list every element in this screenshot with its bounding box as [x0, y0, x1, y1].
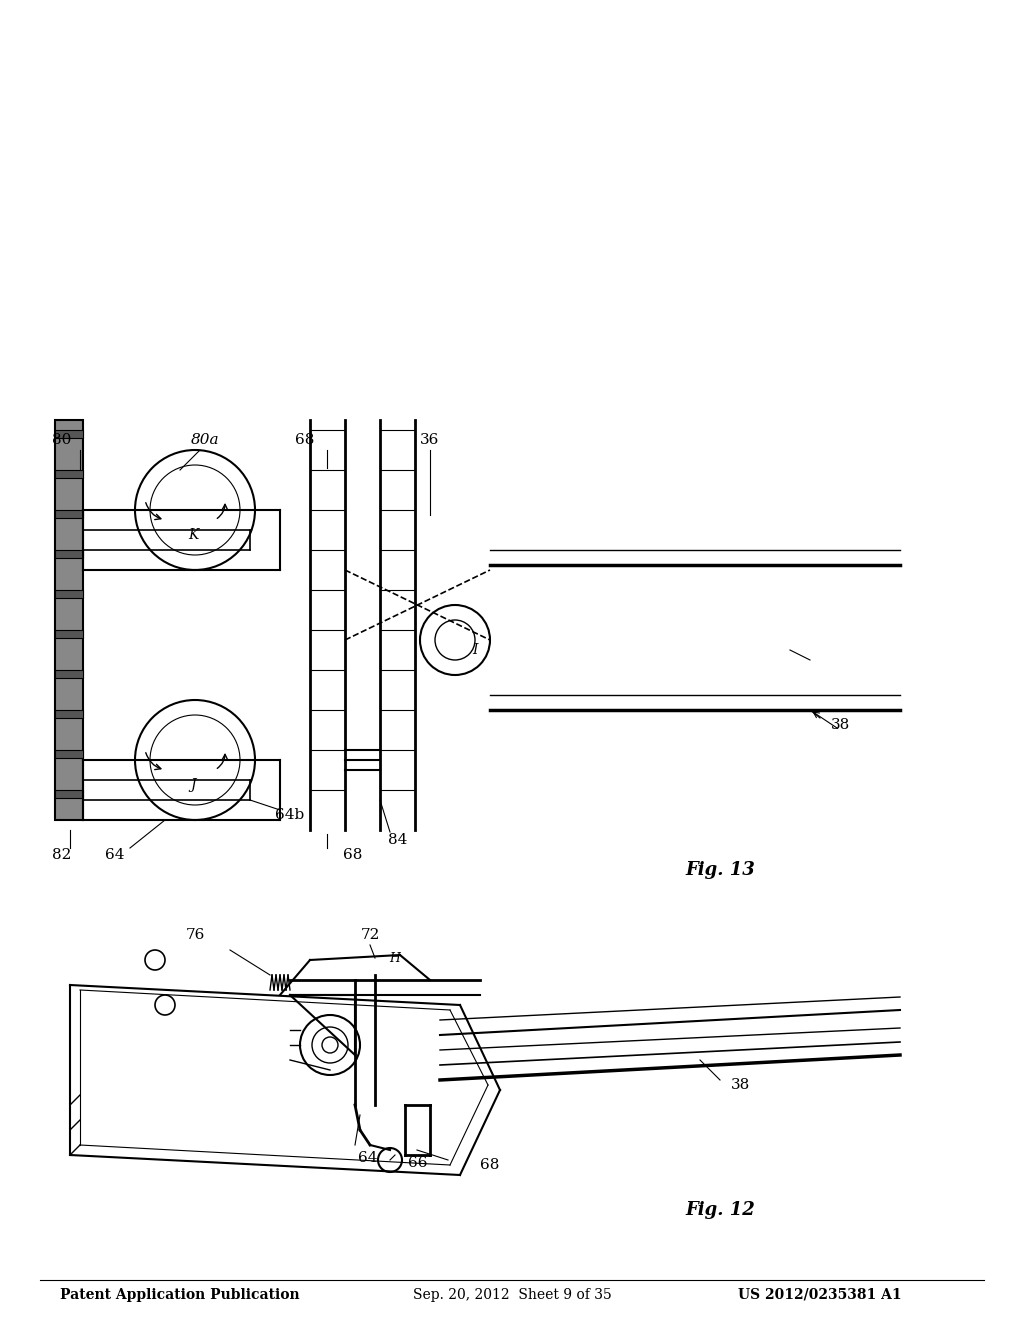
Text: J: J	[190, 777, 196, 792]
Text: 66: 66	[409, 1156, 428, 1170]
Text: 80a: 80a	[190, 433, 219, 447]
Text: K: K	[187, 528, 199, 543]
Text: US 2012/0235381 A1: US 2012/0235381 A1	[738, 1288, 902, 1302]
Text: 64: 64	[358, 1151, 378, 1166]
Text: 68: 68	[343, 847, 362, 862]
Text: 36: 36	[420, 433, 439, 447]
Bar	[55, 710, 83, 718]
Bar	[55, 590, 83, 598]
Text: 68: 68	[480, 1158, 500, 1172]
Text: 38: 38	[830, 718, 850, 733]
Text: 38: 38	[730, 1078, 750, 1092]
Text: H: H	[389, 952, 400, 965]
Text: Fig. 13: Fig. 13	[685, 861, 755, 879]
Bar	[55, 550, 83, 558]
Bar	[55, 510, 83, 517]
Bar	[55, 750, 83, 758]
Text: Patent Application Publication: Patent Application Publication	[60, 1288, 300, 1302]
Text: 76: 76	[185, 928, 205, 942]
Bar	[55, 671, 83, 678]
Text: Sep. 20, 2012  Sheet 9 of 35: Sep. 20, 2012 Sheet 9 of 35	[413, 1288, 611, 1302]
Text: 64b: 64b	[275, 808, 304, 822]
Text: Fig. 12: Fig. 12	[685, 1201, 755, 1218]
Bar	[55, 430, 83, 438]
Bar	[55, 470, 83, 478]
Text: 82: 82	[52, 847, 72, 862]
Text: 80: 80	[52, 433, 72, 447]
Text: 68: 68	[295, 433, 314, 447]
Bar	[55, 420, 83, 820]
Text: 72: 72	[360, 928, 380, 942]
Text: 64: 64	[105, 847, 125, 862]
Bar	[55, 630, 83, 638]
Text: I: I	[472, 643, 478, 657]
Bar	[55, 789, 83, 799]
Text: 84: 84	[388, 833, 408, 847]
